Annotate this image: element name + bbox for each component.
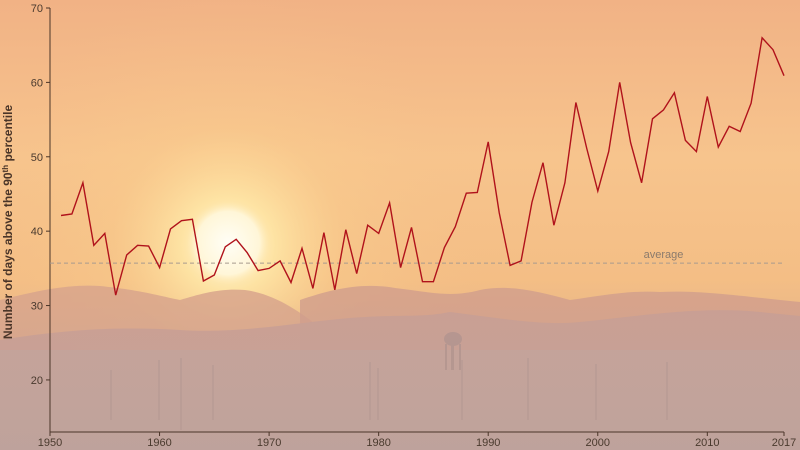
y-tick-label: 40 [31, 226, 43, 238]
x-tick-label: 2017 [772, 437, 796, 449]
axes [49, 8, 784, 433]
utility-poles [110, 358, 668, 430]
x-tick-label: 1990 [476, 437, 500, 449]
series-layer [60, 36, 785, 296]
y-tick-label: 30 [31, 301, 43, 313]
y-tick-label: 20 [31, 375, 43, 387]
x-axis-ticks: 1950 1960 1970 1980 1990 2000 2010 2017 [38, 432, 796, 449]
x-tick-label: 1980 [366, 437, 390, 449]
y-tick-label: 60 [31, 77, 43, 89]
y-axis-label-superscript: th [1, 165, 10, 173]
y-tick-label: 70 [31, 3, 43, 15]
y-tick-label: 50 [31, 152, 43, 164]
y-axis-label: Number of days above the 90th percentile [1, 105, 15, 340]
x-tick-label: 2010 [695, 437, 719, 449]
y-axis-label-suffix: percentile [1, 105, 15, 165]
average-label: average [644, 249, 684, 261]
y-axis-ticks: 20 30 40 50 60 70 [31, 3, 50, 387]
water-tower [444, 332, 462, 370]
y-axis-label-main: Number of days above the 90 [1, 172, 15, 339]
x-tick-label: 1970 [257, 437, 281, 449]
x-tick-label: 2000 [586, 437, 610, 449]
x-tick-label: 1950 [38, 437, 62, 449]
series-line [60, 36, 785, 296]
x-tick-label: 1960 [147, 437, 171, 449]
